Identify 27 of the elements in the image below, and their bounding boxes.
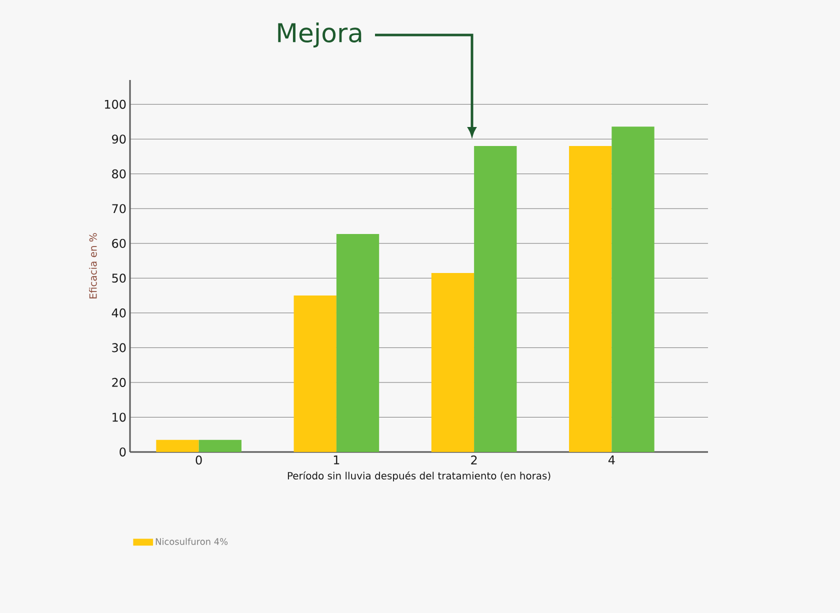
y-tick-label: 80 xyxy=(112,169,126,178)
y-tick-label: 100 xyxy=(104,100,126,109)
y-tick-label: 50 xyxy=(112,274,126,283)
bar xyxy=(431,272,474,452)
x-tick-label: 0 xyxy=(196,456,202,465)
x-axis-title: Período sin lluvia después del tratamiento (en horas) xyxy=(288,471,550,482)
y-tick-label: 10 xyxy=(112,412,126,422)
bar xyxy=(569,146,612,452)
bar xyxy=(474,146,517,452)
y-tick-label: 40 xyxy=(112,308,126,318)
y-axis-title: Eficacia en % xyxy=(89,233,97,298)
y-tick-label: 90 xyxy=(112,134,126,144)
x-tick-label: 1 xyxy=(334,456,340,464)
x-tick-label: 4 xyxy=(608,456,615,464)
y-tick-label: 70 xyxy=(112,204,126,214)
y-tick-label: 60 xyxy=(112,238,126,248)
bar xyxy=(612,126,654,452)
x-tick-label: 2 xyxy=(471,456,477,464)
bar xyxy=(294,296,336,452)
text: Mejora xyxy=(278,22,362,48)
bar xyxy=(156,440,199,452)
y-tick-label: 20 xyxy=(112,378,126,387)
y-tick-label: 0 xyxy=(120,447,126,457)
bar xyxy=(336,234,380,452)
y-tick-label: 30 xyxy=(112,343,126,352)
legend-label: Nicosulfuron 4% xyxy=(156,538,228,545)
bar xyxy=(198,440,242,452)
